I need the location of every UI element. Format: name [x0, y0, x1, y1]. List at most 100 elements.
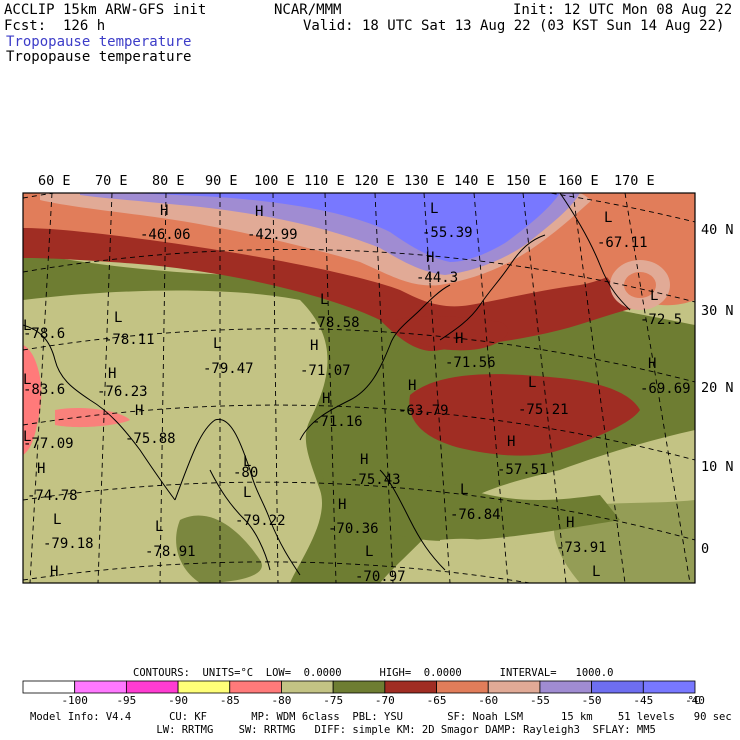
colorbar-tick: -50 — [582, 694, 602, 707]
field-title-colored: Tropopause temperature — [6, 34, 192, 50]
center-value: -69.69 — [640, 381, 691, 397]
lon-label: 160 E — [558, 173, 599, 189]
center-value: -78.58 — [309, 315, 360, 331]
lon-label: 70 E — [95, 173, 128, 189]
colorbar-tick: -45 — [633, 694, 653, 707]
center-value: -71.16 — [312, 414, 363, 430]
center-letter: L — [365, 544, 373, 560]
lon-label: 60 E — [38, 173, 71, 189]
center-value: -55.39 — [422, 225, 473, 241]
center-letter: H — [360, 452, 368, 468]
lat-label: 0 — [701, 541, 709, 557]
colorbar-tick: -80 — [272, 694, 292, 707]
colorbar-tick: -95 — [116, 694, 136, 707]
center-value: -74.78 — [27, 488, 78, 504]
center-value: -71.56 — [445, 355, 496, 371]
init-time: Init: 12 UTC Mon 08 Aug 22 — [513, 2, 733, 18]
lon-label: 80 E — [152, 173, 185, 189]
center-letter: L — [460, 482, 468, 498]
colorbar-tick: -70 — [375, 694, 395, 707]
center-value: -78.11 — [104, 332, 155, 348]
center-letter: H — [322, 391, 330, 407]
colorbar-swatch — [642, 680, 696, 694]
colorbar-swatch — [332, 680, 386, 694]
center-letter: H — [426, 250, 434, 266]
center-value: -42.99 — [247, 227, 298, 243]
center-value: -75.88 — [125, 431, 176, 447]
center-letter: H — [455, 331, 463, 347]
center-value: -77.09 — [23, 436, 74, 452]
colorbar-swatch — [384, 680, 437, 694]
center-value: -46.06 — [140, 227, 191, 243]
center-letter: H — [310, 338, 318, 354]
center-value: -78.91 — [145, 544, 196, 560]
lat-label: 20 N — [701, 380, 734, 396]
colorbar-swatch — [22, 680, 76, 694]
colorbar-swatch — [281, 680, 334, 694]
model-info-line2: LW: RRTMG SW: RRTMG DIFF: simple KM: 2D … — [30, 724, 656, 736]
contours-info: CONTOURS: UNITS=°C LOW= 0.0000 HIGH= 0.0… — [133, 667, 614, 679]
center-letter: H — [37, 461, 45, 477]
center-value: -79.22 — [235, 513, 286, 529]
center-value: -80 — [233, 465, 258, 481]
colorbar-tick: -75 — [323, 694, 343, 707]
center-value: -70.97 — [355, 569, 406, 585]
center-value: -70.36 — [328, 521, 379, 537]
center-letter: L — [23, 318, 31, 334]
org-label: NCAR/MMM — [274, 2, 342, 18]
center-letter: L — [243, 485, 251, 501]
longitude-labels: 60 E 70 E 80 E 90 E 100 E 110 E 120 E 130 E 140 … — [38, 173, 655, 189]
colorbar-swatch — [539, 680, 593, 694]
graticule — [23, 193, 695, 583]
center-value: -72.5 — [640, 312, 682, 328]
center-letter: L — [650, 288, 658, 304]
colorbar-swatch — [229, 680, 282, 694]
colorbar-unit: °C — [687, 694, 700, 707]
center-value: -79.18 — [43, 536, 94, 552]
center-letter: H — [408, 378, 416, 394]
colorbar-swatch — [125, 680, 179, 694]
lon-label: 170 E — [614, 173, 655, 189]
valid-time: Valid: 18 UTC Sat 13 Aug 22 (03 KST Sun … — [303, 18, 725, 34]
colorbar-swatch — [487, 680, 541, 694]
center-letter: H — [648, 356, 656, 372]
center-letter: L — [213, 336, 221, 352]
lon-label: 140 E — [454, 173, 495, 189]
colorbar-swatch — [436, 680, 489, 694]
center-letter: H — [255, 204, 263, 220]
colorbar-tick: -60 — [478, 694, 498, 707]
center-value: -73.91 — [556, 540, 607, 556]
center-value: -67.11 — [597, 235, 648, 251]
center-letter: L — [430, 201, 438, 217]
lat-label: 40 N — [701, 222, 734, 238]
colorbar-tick: -90 — [168, 694, 188, 707]
center-value: -75.43 — [350, 472, 401, 488]
center-value: -57.51 — [497, 462, 548, 478]
lon-label: 100 E — [254, 173, 295, 189]
model-title: ACCLIP 15km ARW-GFS init — [4, 2, 207, 18]
map-frame — [22, 192, 696, 584]
lon-label: 90 E — [205, 173, 238, 189]
colorbar-swatch — [74, 680, 127, 694]
center-letter: L — [528, 375, 536, 391]
colorbar-swatch — [591, 680, 644, 694]
center-value: -44.3 — [416, 270, 458, 286]
center-letter: L — [23, 429, 31, 445]
colorbar-tick: -100 — [61, 694, 88, 707]
colorbar-tick: -55 — [530, 694, 550, 707]
center-value: -76.23 — [97, 384, 148, 400]
forecast-hour: Fcst: 126 h — [4, 18, 106, 34]
center-letter: H — [507, 434, 515, 450]
lon-label: 150 E — [506, 173, 547, 189]
lon-label: 110 E — [304, 173, 345, 189]
colorbar-swatch — [177, 680, 231, 694]
center-letter: L — [114, 310, 122, 326]
center-value: -79.47 — [203, 361, 254, 377]
colorbar-tick: -85 — [220, 694, 240, 707]
lat-label: 10 N — [701, 459, 734, 475]
center-letter: L — [53, 512, 61, 528]
center-letter: L — [243, 454, 251, 470]
center-value: -75.21 — [518, 402, 569, 418]
field-title-contour: Tropopause temperature — [6, 49, 192, 65]
